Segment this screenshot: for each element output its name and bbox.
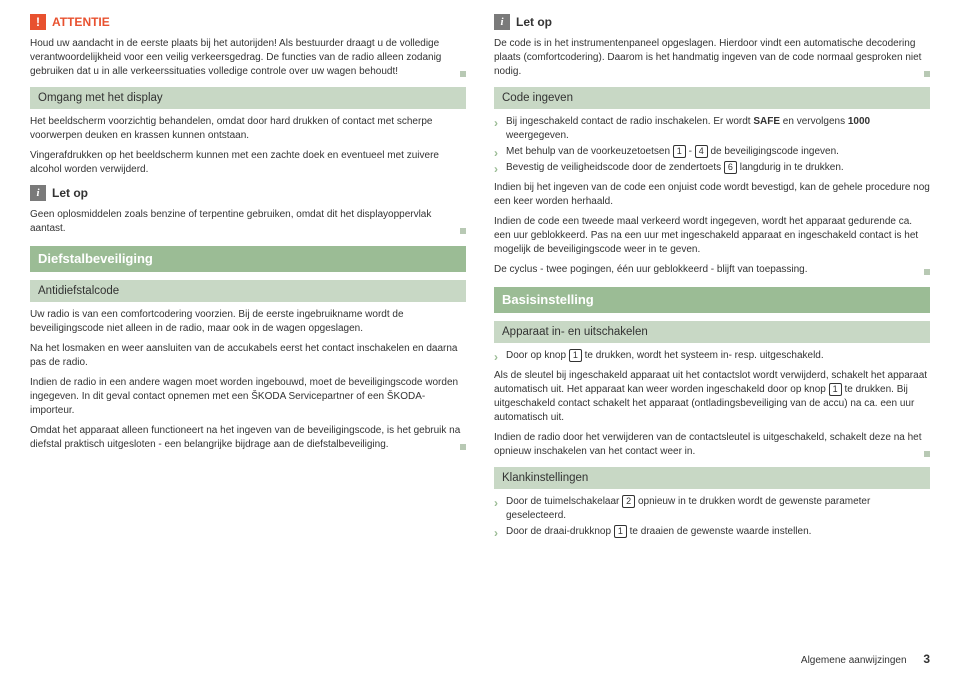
key-1-icon: 1 (673, 145, 686, 158)
klank-title: Klankinstellingen (494, 467, 930, 489)
omgang-p2: Vingerafdrukken op het beeldscherm kunne… (30, 149, 466, 177)
omgang-p1: Het beeldscherm voorzichtig behandelen, … (30, 115, 466, 143)
letop-header-left: i Let op (30, 185, 466, 202)
attentie-header: ! ATTENTIE (30, 14, 466, 31)
key-1-icon: 1 (614, 525, 627, 538)
antidief-title: Antidiefstalcode (30, 280, 466, 302)
apparaat-title: Apparaat in- en uitschakelen (494, 321, 930, 343)
key-power-icon: 1 (829, 383, 842, 396)
antidief-p4: Omdat het apparaat alleen functioneert n… (30, 424, 466, 452)
apparaat-b1: Door op knop 1 te drukken, wordt het sys… (494, 349, 930, 363)
page-footer: Algemene aanwijzingen 3 (801, 651, 930, 668)
basis-title: Basisinstelling (494, 287, 930, 313)
key-4-icon: 4 (695, 145, 708, 158)
antidief-p1: Uw radio is van een comfortcodering voor… (30, 308, 466, 336)
apparaat-p1: Als de sleutel bij ingeschakeld apparaat… (494, 369, 930, 425)
letop-header-right: i Let op (494, 14, 930, 31)
code-p2: Indien de code een tweede maal verkeerd … (494, 215, 930, 257)
code-b2: Met behulp van de voorkeuzetoetsen 1 - 4… (494, 145, 930, 159)
klank-b1: Door de tuimelschakelaar 2 opnieuw in te… (494, 495, 930, 523)
letop-title-left: Let op (52, 185, 88, 202)
key-power-icon: 1 (569, 349, 582, 362)
attentie-title: ATTENTIE (52, 14, 110, 31)
left-column: ! ATTENTIE Houd uw aandacht in de eerste… (30, 14, 466, 543)
code-title: Code ingeven (494, 87, 930, 109)
klank-bullets: Door de tuimelschakelaar 2 opnieuw in te… (494, 495, 930, 539)
letop-body-right: De code is in het instrumentenpaneel opg… (494, 37, 930, 79)
omgang-title: Omgang met het display (30, 87, 466, 109)
code-bullets: Bij ingeschakeld contact de radio inscha… (494, 115, 930, 175)
info-icon: i (30, 185, 46, 201)
key-6-icon: 6 (724, 161, 737, 174)
apparaat-p2: Indien de radio door het verwijderen van… (494, 431, 930, 459)
letop-title-right: Let op (516, 14, 552, 31)
letop-body-left: Geen oplosmiddelen zoals benzine of terp… (30, 208, 466, 236)
code-b1: Bij ingeschakeld contact de radio inscha… (494, 115, 930, 143)
attentie-body: Houd uw aandacht in de eerste plaats bij… (30, 37, 466, 79)
antidief-p3: Indien de radio in een andere wagen moet… (30, 376, 466, 418)
footer-text: Algemene aanwijzingen (801, 655, 907, 666)
diefstal-title: Diefstalbeveiliging (30, 246, 466, 272)
warning-icon: ! (30, 14, 46, 30)
code-p3: De cyclus - twee pogingen, één uur geblo… (494, 263, 930, 277)
code-p1: Indien bij het ingeven van de code een o… (494, 181, 930, 209)
info-icon: i (494, 14, 510, 30)
antidief-p2: Na het losmaken en weer aansluiten van d… (30, 342, 466, 370)
code-b3: Bevestig de veiligheidscode door de zend… (494, 161, 930, 175)
apparaat-bullets: Door op knop 1 te drukken, wordt het sys… (494, 349, 930, 363)
key-2-icon: 2 (622, 495, 635, 508)
klank-b2: Door de draai-drukknop 1 te draaien de g… (494, 525, 930, 539)
page-number: 3 (923, 652, 930, 666)
right-column: i Let op De code is in het instrumentenp… (494, 14, 930, 543)
